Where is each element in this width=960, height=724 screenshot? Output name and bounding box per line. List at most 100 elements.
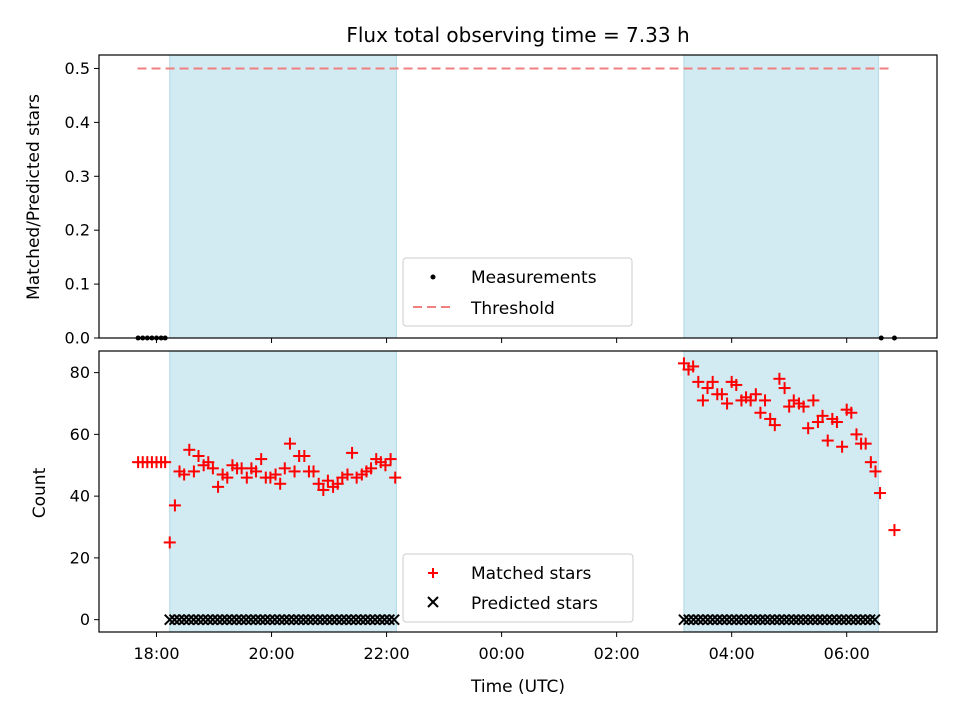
matched-star-point <box>307 465 320 478</box>
matched-star-point <box>212 480 225 493</box>
legend-matched-label: Matched stars <box>471 564 591 584</box>
matched-star-point <box>836 440 849 453</box>
predicted-star-point <box>269 613 281 626</box>
matched-star-point <box>778 382 791 395</box>
matched-star-point <box>807 394 820 407</box>
predicted-star-point <box>702 613 714 626</box>
matched-star-point <box>692 375 705 388</box>
bottom-x-ticks: 18:00 20:00 22:00 00:00 02:00 04:00 06:00 <box>133 632 870 663</box>
night-band <box>683 54 879 339</box>
predicted-star-point <box>735 613 747 626</box>
y-tick-label: 40 <box>70 487 90 506</box>
top-night-bands <box>169 54 879 339</box>
x-tick-label: 06:00 <box>824 644 870 663</box>
predicted-star-point <box>221 613 233 626</box>
matched-star-point <box>221 471 234 484</box>
predicted-star-point <box>254 613 267 626</box>
matched-star-point <box>317 483 330 496</box>
matched-star-point <box>859 437 872 450</box>
predicted-star-point <box>292 613 305 626</box>
matched-star-point <box>850 428 863 441</box>
matched-star-point <box>255 453 268 466</box>
predicted-star-point <box>869 613 881 626</box>
matched-star-point <box>321 474 334 487</box>
predicted-star-point <box>264 613 276 626</box>
top-chart-title: Flux total observing time = 7.33 h <box>346 23 689 47</box>
bottom-y-axis-label: Count <box>30 467 50 518</box>
predicted-star-point <box>754 613 767 626</box>
matched-star-point <box>830 416 843 429</box>
matched-star-point <box>687 360 700 373</box>
matched-star-point <box>206 462 219 475</box>
matched-star-point <box>730 378 743 391</box>
y-tick-label: 0 <box>80 610 90 629</box>
predicted-star-point <box>226 613 238 626</box>
predicted-star-point <box>173 613 185 626</box>
predicted-star-point <box>821 613 833 626</box>
matched-star-point <box>278 462 291 475</box>
predicted-star-point <box>350 613 362 626</box>
matched-star-point <box>816 409 829 422</box>
predicted-star-point <box>768 613 781 626</box>
y-tick-label: 0.3 <box>65 167 90 186</box>
predicted-star-point <box>335 613 348 626</box>
y-tick-label: 0.5 <box>65 59 90 78</box>
predicted-star-point <box>235 613 248 626</box>
matched-star-point <box>298 449 311 462</box>
legend-matched-marker <box>428 568 438 578</box>
x-tick-label: 04:00 <box>709 644 755 663</box>
matched-star-point <box>346 446 359 459</box>
predicted-star-point <box>249 613 262 626</box>
predicted-star-point <box>759 613 771 626</box>
predicted-star-point <box>364 613 376 626</box>
predicted-star-point <box>802 613 814 626</box>
top-panel: Flux total observing time = 7.33 h 0.00.… <box>24 23 938 348</box>
matched-star-point <box>283 437 296 450</box>
predicted-star-point <box>178 613 190 626</box>
matched-star-point <box>759 394 772 407</box>
matched-star-point <box>269 468 282 481</box>
predicted-star-point <box>725 613 738 626</box>
predicted-star-point <box>807 613 819 626</box>
predicted-star-point <box>278 613 291 626</box>
predicted-star-point <box>678 613 690 626</box>
matched-star-point <box>821 434 834 447</box>
predicted-star-point <box>307 613 319 626</box>
predicted-star-point <box>830 613 843 626</box>
y-tick-label: 80 <box>70 363 90 382</box>
night-band <box>169 54 397 339</box>
predicted-star-point <box>816 613 829 626</box>
predicted-star-point <box>326 613 338 626</box>
predicted-star-point <box>730 613 743 626</box>
bottom-legend: Matched stars Predicted stars <box>402 553 634 623</box>
predicted-star-point <box>811 613 824 626</box>
matched-star-point <box>744 394 757 407</box>
matched-star-point <box>783 400 796 413</box>
matched-star-point <box>163 536 176 549</box>
predicted-star-point <box>826 613 838 626</box>
predicted-star-point <box>692 613 704 626</box>
predicted-star-point <box>187 613 200 626</box>
predicted-star-point <box>297 613 310 626</box>
predicted-star-point <box>192 613 205 626</box>
x-tick-label: 20:00 <box>248 644 294 663</box>
predicted-star-point <box>783 613 795 626</box>
matched-star-point <box>754 406 767 419</box>
predicted-star-point <box>302 613 314 626</box>
matched-star-point <box>379 459 392 472</box>
matched-star-point <box>764 412 777 425</box>
bottom-legend-box <box>402 553 634 623</box>
predicted-star-points <box>164 613 881 626</box>
matched-star-point <box>240 471 253 484</box>
predicted-star-point <box>340 613 353 626</box>
matched-star-point <box>187 465 200 478</box>
matched-star-point <box>274 477 287 490</box>
bottom-y-ticks: 0 20 40 60 80 <box>70 363 99 629</box>
matched-star-point <box>802 422 815 435</box>
matched-star-point <box>677 357 690 370</box>
matched-star-point <box>202 456 215 469</box>
matched-star-point <box>701 382 714 395</box>
y-tick-label: 60 <box>70 425 90 444</box>
predicted-star-point <box>312 613 324 626</box>
x-tick-label: 18:00 <box>133 644 179 663</box>
